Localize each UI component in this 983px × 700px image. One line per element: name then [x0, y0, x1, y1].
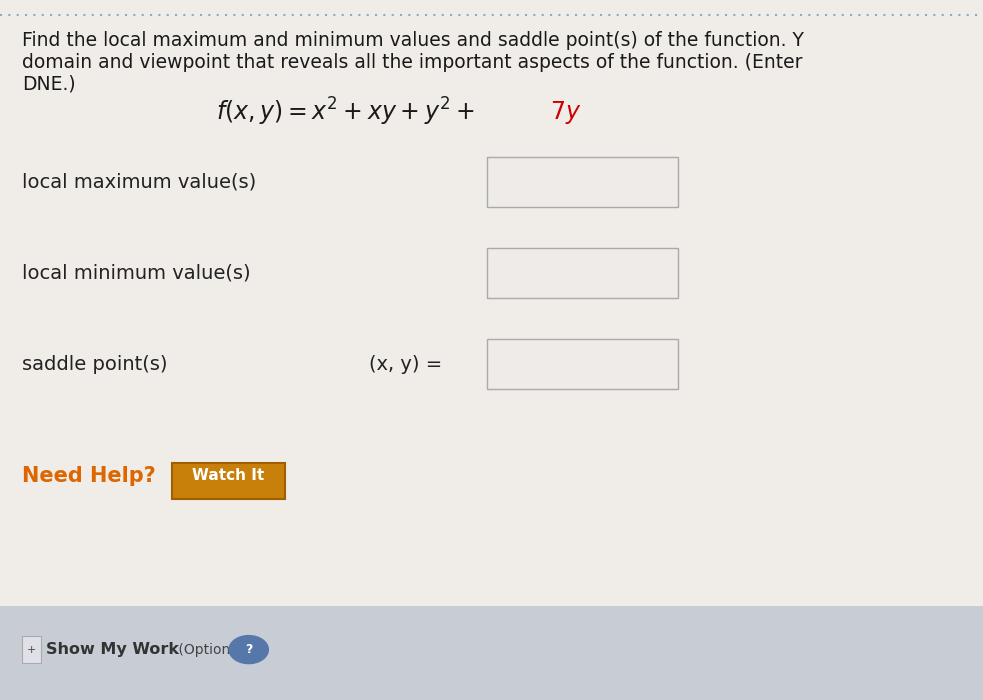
- Text: $7y$: $7y$: [549, 99, 581, 125]
- FancyBboxPatch shape: [487, 248, 678, 298]
- Text: $f(x, y) = x^2 + xy + y^2 + $: $f(x, y) = x^2 + xy + y^2 + $: [216, 96, 475, 128]
- Text: Watch It: Watch It: [193, 468, 264, 484]
- Text: Need Help?: Need Help?: [22, 466, 155, 486]
- Text: local minimum value(s): local minimum value(s): [22, 263, 251, 283]
- FancyBboxPatch shape: [22, 636, 41, 663]
- Text: DNE.): DNE.): [22, 75, 76, 94]
- Text: (Optional): (Optional): [174, 643, 248, 657]
- FancyBboxPatch shape: [0, 606, 983, 700]
- Text: +: +: [27, 645, 36, 654]
- Text: Show My Work: Show My Work: [46, 642, 179, 657]
- FancyBboxPatch shape: [487, 339, 678, 389]
- Text: local maximum value(s): local maximum value(s): [22, 172, 256, 192]
- Text: ?: ?: [245, 643, 253, 656]
- FancyBboxPatch shape: [172, 463, 285, 499]
- Text: (x, y) =: (x, y) =: [369, 354, 442, 374]
- FancyBboxPatch shape: [0, 0, 983, 606]
- Circle shape: [229, 636, 268, 664]
- FancyBboxPatch shape: [487, 157, 678, 207]
- Text: domain and viewpoint that reveals all the important aspects of the function. (En: domain and viewpoint that reveals all th…: [22, 53, 802, 72]
- Text: Find the local maximum and minimum values and saddle point(s) of the function. Y: Find the local maximum and minimum value…: [22, 32, 803, 50]
- Text: saddle point(s): saddle point(s): [22, 354, 167, 374]
